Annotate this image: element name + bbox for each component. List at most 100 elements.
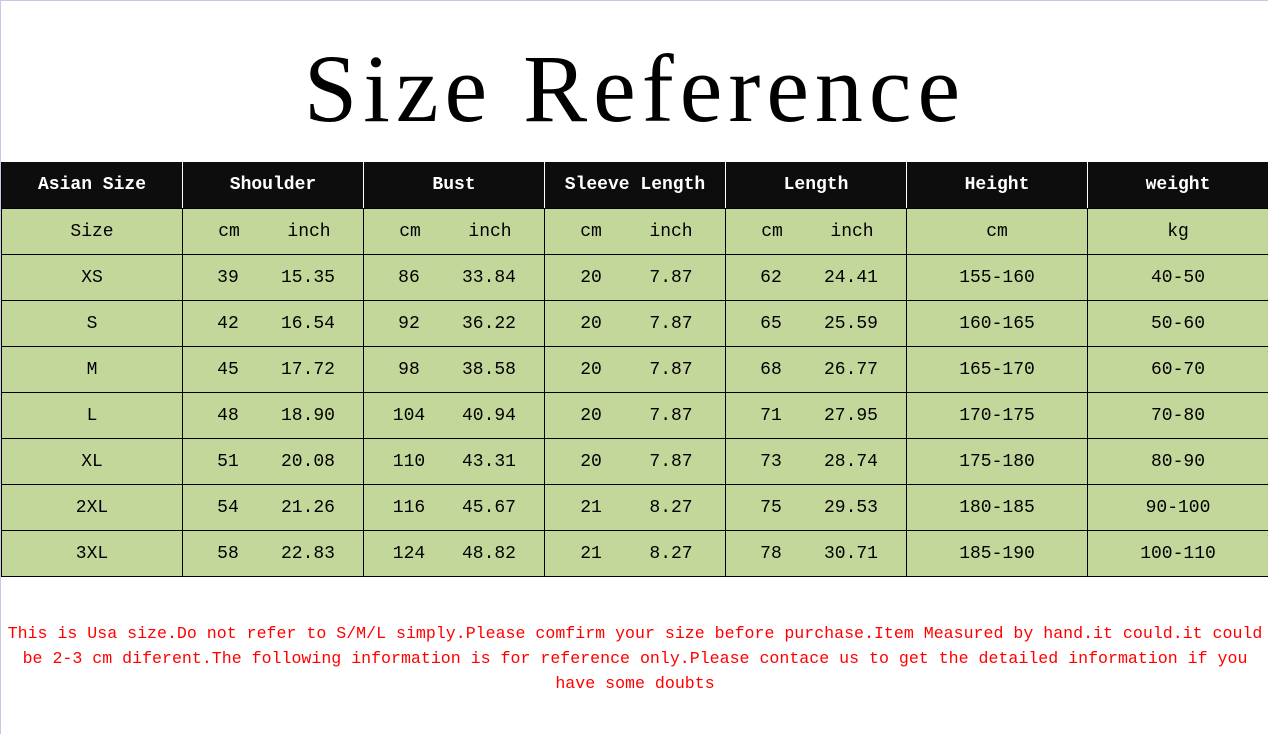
length-inch: 26.77	[823, 359, 878, 380]
unit-cm: cm	[580, 221, 602, 242]
shoulder-cell: 45 17.72	[182, 346, 364, 393]
length-cell: 62 24.41	[725, 254, 907, 301]
height-cell: 165-170	[906, 346, 1088, 393]
sleeve-cm: 20	[580, 313, 602, 334]
bust-inch: 33.84	[461, 267, 516, 288]
sleeve-inch: 7.87	[649, 359, 693, 380]
bust-cm: 86	[398, 267, 420, 288]
unit-size: Size	[1, 208, 183, 255]
sleeve-cell: 20 7.87	[544, 438, 726, 485]
shoulder-inch: 18.90	[280, 405, 335, 426]
bust-inch: 48.82	[461, 543, 516, 564]
sleeve-inch: 8.27	[649, 497, 693, 518]
height-cell: 185-190	[906, 530, 1088, 577]
unit-inch: inch	[287, 221, 331, 242]
height-cell: 175-180	[906, 438, 1088, 485]
header-asian-size: Asian Size	[1, 162, 183, 209]
length-cm: 68	[760, 359, 782, 380]
shoulder-inch: 22.83	[280, 543, 335, 564]
height-cell: 155-160	[906, 254, 1088, 301]
shoulder-cm: 45	[217, 359, 239, 380]
shoulder-inch: 16.54	[280, 313, 335, 334]
length-inch: 28.74	[823, 451, 878, 472]
height-cell: 160-165	[906, 300, 1088, 347]
sleeve-cm: 20	[580, 359, 602, 380]
shoulder-inch: 17.72	[280, 359, 335, 380]
sleeve-cm: 20	[580, 451, 602, 472]
table-row: 2XL 54 21.26 116 45.67 21 8.27 75 29.53 180-185 90…	[1, 484, 1268, 531]
bust-inch: 38.58	[461, 359, 516, 380]
length-cm: 73	[760, 451, 782, 472]
unit-row: Size cm inch cm inch cm inch cm inch cm kg	[1, 208, 1268, 255]
size-cell: S	[1, 300, 183, 347]
weight-cell: 50-60	[1087, 300, 1268, 347]
shoulder-cell: 54 21.26	[182, 484, 364, 531]
shoulder-cell: 42 16.54	[182, 300, 364, 347]
weight-cell: 90-100	[1087, 484, 1268, 531]
length-inch: 25.59	[823, 313, 878, 334]
size-cell: XL	[1, 438, 183, 485]
sleeve-cell: 20 7.87	[544, 346, 726, 393]
sleeve-cm: 20	[580, 405, 602, 426]
length-cm: 65	[760, 313, 782, 334]
unit-weight: kg	[1087, 208, 1268, 255]
height-cell: 180-185	[906, 484, 1088, 531]
length-cell: 78 30.71	[725, 530, 907, 577]
sleeve-cell: 20 7.87	[544, 254, 726, 301]
sleeve-cm: 21	[580, 497, 602, 518]
bust-cm: 92	[398, 313, 420, 334]
size-cell: 3XL	[1, 530, 183, 577]
sleeve-cell: 21 8.27	[544, 530, 726, 577]
length-cell: 71 27.95	[725, 392, 907, 439]
bust-cell: 92 36.22	[363, 300, 545, 347]
bust-cm: 110	[392, 451, 426, 472]
weight-cell: 40-50	[1087, 254, 1268, 301]
page-title: Size Reference	[303, 35, 967, 142]
weight-cell: 100-110	[1087, 530, 1268, 577]
bust-cm: 124	[392, 543, 426, 564]
shoulder-inch: 20.08	[280, 451, 335, 472]
length-cm: 71	[760, 405, 782, 426]
shoulder-inch: 21.26	[280, 497, 335, 518]
size-cell: 2XL	[1, 484, 183, 531]
length-cell: 75 29.53	[725, 484, 907, 531]
shoulder-cell: 39 15.35	[182, 254, 364, 301]
bust-inch: 43.31	[461, 451, 516, 472]
shoulder-cm: 48	[217, 405, 239, 426]
shoulder-cell: 58 22.83	[182, 530, 364, 577]
length-inch: 29.53	[823, 497, 878, 518]
table-row: L 48 18.90 104 40.94 20 7.87 71 27.95 170-175 70-8…	[1, 392, 1268, 439]
size-table: Asian Size Shoulder Bust Sleeve Length L…	[1, 162, 1268, 577]
length-inch: 27.95	[823, 405, 878, 426]
weight-cell: 70-80	[1087, 392, 1268, 439]
unit-inch: inch	[468, 221, 512, 242]
sleeve-cell: 20 7.87	[544, 392, 726, 439]
table-row: 3XL 58 22.83 124 48.82 21 8.27 78 30.71 185-190 10…	[1, 530, 1268, 577]
sleeve-inch: 7.87	[649, 451, 693, 472]
header-bust: Bust	[363, 162, 545, 209]
sleeve-cm: 20	[580, 267, 602, 288]
sleeve-inch: 7.87	[649, 267, 693, 288]
header-sleeve-length: Sleeve Length	[544, 162, 726, 209]
unit-cm: cm	[761, 221, 783, 242]
length-cm: 78	[760, 543, 782, 564]
bust-inch: 36.22	[461, 313, 516, 334]
bust-cell: 110 43.31	[363, 438, 545, 485]
sleeve-cm: 21	[580, 543, 602, 564]
sleeve-cell: 20 7.87	[544, 300, 726, 347]
bust-inch: 40.94	[461, 405, 516, 426]
unit-bust: cm inch	[363, 208, 545, 255]
unit-length: cm inch	[725, 208, 907, 255]
bust-inch: 45.67	[461, 497, 516, 518]
size-cell: M	[1, 346, 183, 393]
shoulder-cell: 51 20.08	[182, 438, 364, 485]
bust-cell: 98 38.58	[363, 346, 545, 393]
weight-cell: 80-90	[1087, 438, 1268, 485]
table-row: XS 39 15.35 86 33.84 20 7.87 62 24.41 155-160 40-5…	[1, 254, 1268, 301]
unit-cm: cm	[218, 221, 240, 242]
sleeve-cell: 21 8.27	[544, 484, 726, 531]
sleeve-inch: 8.27	[649, 543, 693, 564]
unit-cm: cm	[399, 221, 421, 242]
weight-cell: 60-70	[1087, 346, 1268, 393]
